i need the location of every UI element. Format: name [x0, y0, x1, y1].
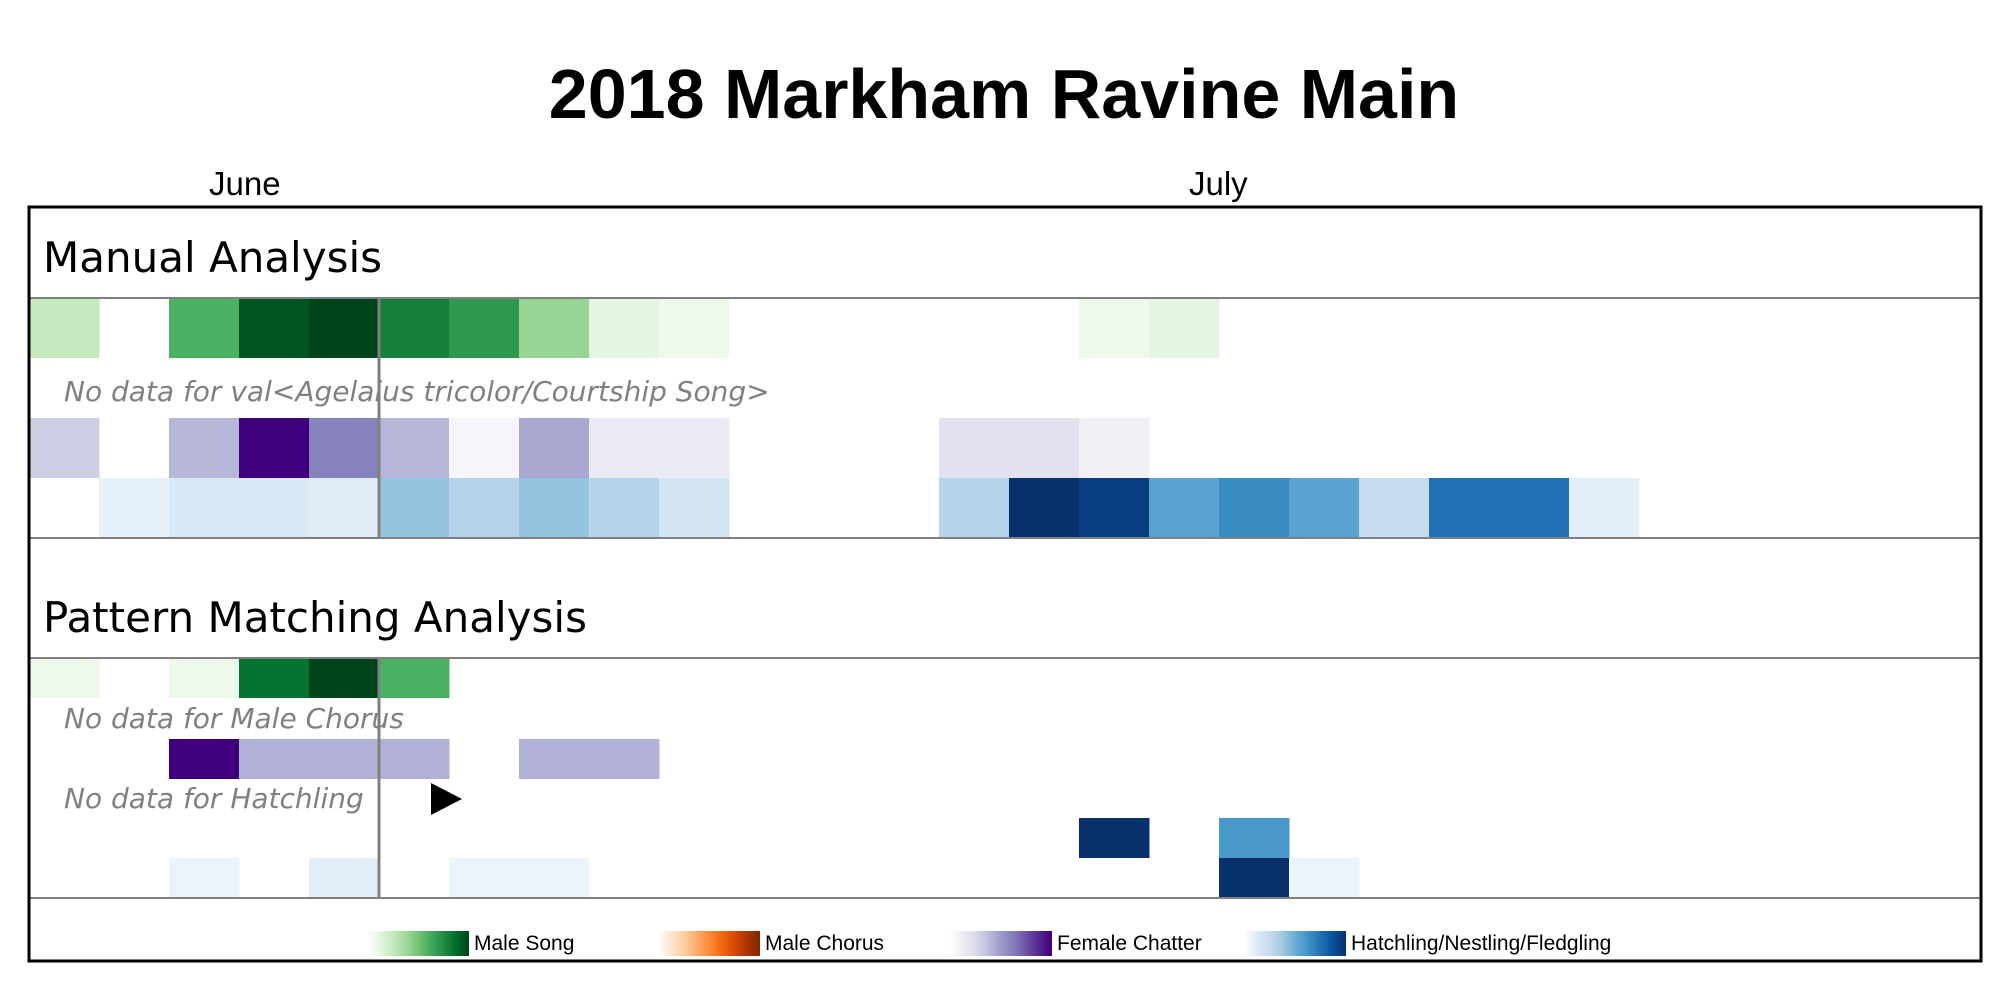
legend-swatch	[658, 931, 760, 956]
heatmap-cell	[29, 658, 100, 698]
heatmap-cell	[939, 418, 1010, 478]
chart-title: 2018 Markham Ravine Main	[549, 55, 1459, 133]
heatmap-cell	[1359, 478, 1430, 538]
chart-frame	[27, 205, 1983, 963]
heatmap-cell	[1289, 858, 1360, 898]
heatmap-cell	[169, 478, 240, 538]
heatmap-cell	[239, 478, 310, 538]
no-data-label: No data for Male Chorus	[64, 702, 404, 735]
heatmap-cell	[379, 658, 450, 698]
play-icon[interactable]	[431, 783, 462, 815]
legend-label: Hatchling/Nestling/Fledgling	[1351, 932, 1611, 955]
heatmap-cell	[379, 478, 450, 538]
heatmap-cell	[1499, 478, 1570, 538]
heatmap-cell	[1079, 818, 1150, 858]
heatmap-cell	[1009, 478, 1080, 538]
heatmap-cell	[449, 418, 520, 478]
heatmap-cell	[309, 658, 380, 698]
heatmap-cell	[1569, 478, 1640, 538]
heatmap-cell	[519, 298, 590, 358]
heatmap-cells	[29, 298, 1640, 898]
heatmap-cell	[169, 298, 240, 358]
heatmap-cell	[589, 418, 660, 478]
heatmap-cell	[1219, 858, 1290, 898]
heatmap-cell	[169, 739, 240, 779]
heatmap-cell	[309, 858, 380, 898]
heatmap-cell	[589, 739, 660, 779]
no-data-label: No data for Hatchling	[64, 782, 364, 815]
legend-label: Male Chorus	[765, 932, 884, 955]
heatmap-cell	[29, 418, 100, 478]
heatmap-cell	[309, 298, 380, 358]
heatmap-cell	[659, 298, 730, 358]
heatmap-cell	[379, 298, 450, 358]
heatmap-cell	[309, 418, 380, 478]
heatmap-cell	[519, 739, 590, 779]
heatmap-cell	[379, 739, 450, 779]
heatmap-cell	[309, 478, 380, 538]
legend-swatch	[950, 931, 1052, 956]
legend-label: Male Song	[474, 932, 574, 955]
heatmap-cell	[1289, 478, 1360, 538]
heatmap-cell	[939, 478, 1010, 538]
section-title: Pattern Matching Analysis	[43, 593, 587, 642]
legend: Male Song Male Chorus Female Chatter Hatchl…	[367, 931, 1611, 956]
heatmap-cell	[239, 418, 310, 478]
heatmap-cell	[379, 418, 450, 478]
heatmap-cell	[449, 478, 520, 538]
heatmap-cell	[1079, 298, 1150, 358]
month-labels: June July	[209, 165, 1248, 202]
legend-swatch	[1244, 931, 1346, 956]
heatmap-cell	[239, 298, 310, 358]
heatmap-cell	[449, 298, 520, 358]
heatmap-cell	[1009, 418, 1080, 478]
no-data-label: No data for val<Agelaius tricolor/Courts…	[64, 375, 770, 408]
month-label: June	[209, 165, 281, 202]
heatmap-cell	[1219, 478, 1290, 538]
heatmap-cell	[1079, 478, 1150, 538]
heatmap-cell	[589, 478, 660, 538]
section-title: Manual Analysis	[43, 233, 382, 282]
heatmap-cell	[659, 478, 730, 538]
month-label: July	[1189, 165, 1248, 202]
heatmap-cell	[99, 478, 170, 538]
heatmap-cell	[239, 658, 310, 698]
heatmap-cell	[239, 739, 310, 779]
heatmap-cell	[309, 739, 380, 779]
heatmap-cell	[169, 418, 240, 478]
heatmap-cell	[1149, 478, 1220, 538]
heatmap-cell	[659, 418, 730, 478]
heatmap-cell	[29, 298, 100, 358]
heatmap-cell	[519, 478, 590, 538]
divider-lines	[27, 205, 1983, 963]
section-text: Manual Analysis No data for val<Agelaius …	[43, 233, 770, 815]
heatmap-cell	[589, 298, 660, 358]
heatmap-cell	[1149, 298, 1220, 358]
heatmap-cell	[169, 858, 240, 898]
heatmap-cell	[1079, 418, 1150, 478]
legend-swatch	[367, 931, 469, 956]
heatmap-cell	[1429, 478, 1500, 538]
heatmap-cell	[519, 418, 590, 478]
heatmap-cell	[1219, 818, 1290, 858]
legend-label: Female Chatter	[1057, 932, 1202, 955]
heatmap-cell	[449, 858, 520, 898]
heatmap-cell	[519, 858, 590, 898]
heatmap-cell	[169, 658, 240, 698]
